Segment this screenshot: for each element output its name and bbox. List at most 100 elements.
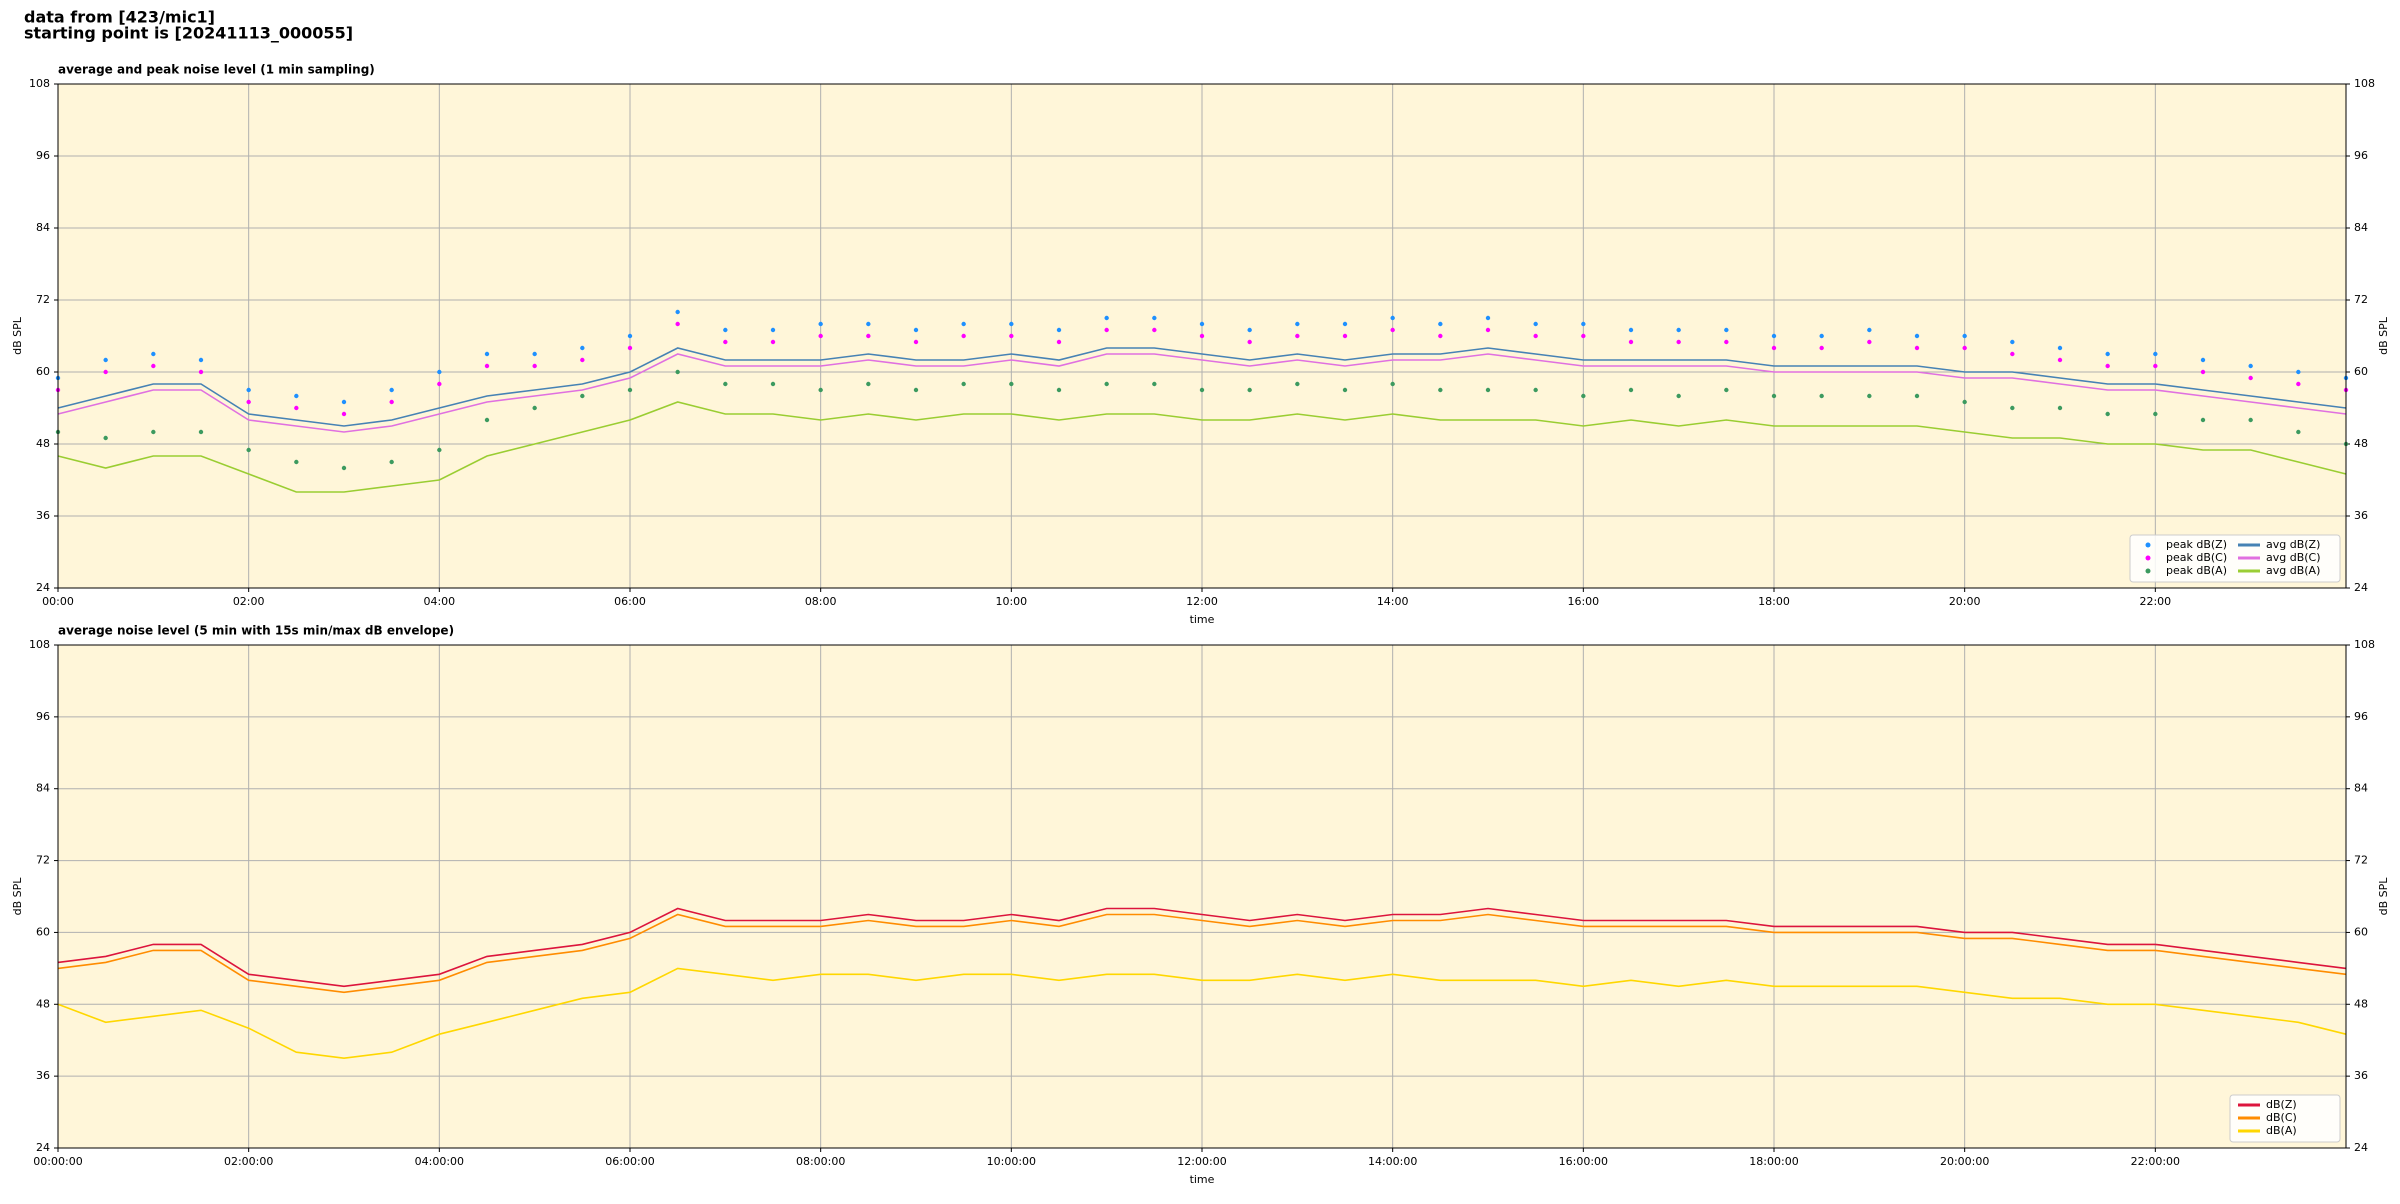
data-point bbox=[1724, 387, 1729, 393]
x-tick-label: 16:00:00 bbox=[1559, 1155, 1608, 1168]
header-line: starting point is [20241113_000055] bbox=[24, 24, 353, 43]
data-point bbox=[1438, 387, 1443, 393]
data-point bbox=[1247, 327, 1252, 333]
data-point bbox=[1676, 393, 1681, 399]
y-tick-label: 48 bbox=[36, 997, 50, 1010]
y-tick-label: 84 bbox=[36, 782, 50, 795]
data-point bbox=[580, 345, 585, 351]
data-point bbox=[103, 357, 108, 363]
y-tick-label: 48 bbox=[36, 437, 50, 450]
y-tick-label: 96 bbox=[2354, 149, 2368, 162]
x-tick-label: 18:00 bbox=[1758, 595, 1790, 608]
data-point bbox=[1485, 315, 1491, 321]
data-point bbox=[1056, 339, 1062, 345]
legend-label: avg dB(Z) bbox=[2266, 538, 2320, 551]
data-point bbox=[961, 333, 966, 339]
data-point bbox=[1962, 333, 1967, 339]
data-point bbox=[1771, 345, 1777, 351]
y-tick-label: 24 bbox=[2354, 1141, 2368, 1154]
y-tick-label: 24 bbox=[36, 1141, 50, 1154]
x-tick-label: 08:00 bbox=[805, 595, 837, 608]
data-point bbox=[1199, 387, 1205, 393]
y-tick-label: 84 bbox=[2354, 782, 2368, 795]
y-tick-label: 72 bbox=[2354, 293, 2368, 306]
data-point bbox=[2200, 417, 2206, 423]
data-point bbox=[1819, 345, 1824, 351]
data-point bbox=[1819, 393, 1824, 399]
data-point bbox=[1819, 333, 1824, 339]
data-point bbox=[198, 369, 204, 375]
plot-frame bbox=[57, 83, 2347, 589]
x-tick-label: 16:00 bbox=[1567, 595, 1599, 608]
data-point bbox=[1390, 381, 1395, 387]
data-point bbox=[675, 321, 680, 327]
data-point bbox=[1009, 321, 1014, 327]
data-point bbox=[532, 351, 537, 357]
data-point bbox=[1771, 393, 1777, 399]
x-tick-label: 04:00 bbox=[423, 595, 455, 608]
data-point bbox=[246, 399, 251, 405]
data-point bbox=[1914, 393, 1920, 399]
data-point bbox=[151, 429, 156, 435]
y-tick-label: 60 bbox=[36, 365, 50, 378]
x-tick-label: 12:00:00 bbox=[1177, 1155, 1226, 1168]
data-point bbox=[484, 351, 490, 357]
x-axis-label: time bbox=[1190, 1173, 1215, 1186]
y-tick-label: 24 bbox=[2354, 581, 2368, 594]
data-point bbox=[484, 417, 490, 423]
data-point bbox=[770, 381, 776, 387]
y-tick-label: 48 bbox=[2354, 437, 2368, 450]
y-tick-label: 36 bbox=[2354, 509, 2368, 522]
data-point bbox=[1104, 315, 1109, 321]
data-point bbox=[580, 393, 585, 399]
data-point bbox=[2153, 363, 2158, 369]
x-tick-label: 20:00:00 bbox=[1940, 1155, 1989, 1168]
data-point bbox=[389, 459, 394, 465]
data-point bbox=[1533, 321, 1538, 327]
data-point bbox=[2010, 405, 2015, 411]
x-tick-label: 20:00 bbox=[1949, 595, 1981, 608]
data-point bbox=[1056, 387, 1062, 393]
y-tick-label: 96 bbox=[36, 710, 50, 723]
data-point bbox=[1390, 315, 1395, 321]
plot-frame bbox=[57, 644, 2347, 1149]
x-tick-label: 22:00:00 bbox=[2131, 1155, 2180, 1168]
data-point bbox=[2105, 363, 2110, 369]
data-point bbox=[2200, 357, 2206, 363]
y-tick-label: 108 bbox=[29, 77, 50, 90]
data-line bbox=[57, 353, 2347, 433]
legend-label: dB(C) bbox=[2266, 1111, 2297, 1124]
chart-title: average and peak noise level (1 min samp… bbox=[58, 63, 375, 77]
data-point bbox=[866, 333, 871, 339]
legend-label: peak dB(A) bbox=[2166, 564, 2227, 577]
data-point bbox=[1295, 321, 1300, 327]
data-point bbox=[1438, 321, 1443, 327]
data-point bbox=[2153, 411, 2158, 417]
data-point bbox=[1867, 327, 1872, 333]
data-point bbox=[770, 327, 776, 333]
data-point bbox=[2010, 351, 2015, 357]
data-point bbox=[2010, 339, 2015, 345]
data-point bbox=[2296, 369, 2301, 375]
data-point bbox=[437, 447, 442, 453]
data-point bbox=[818, 387, 823, 393]
data-point bbox=[1533, 387, 1538, 393]
y-tick-label: 36 bbox=[2354, 1069, 2368, 1082]
x-tick-label: 14:00 bbox=[1377, 595, 1409, 608]
data-point bbox=[913, 339, 919, 345]
x-tick-label: 02:00 bbox=[233, 595, 265, 608]
data-point bbox=[103, 369, 108, 375]
data-point bbox=[198, 429, 204, 435]
x-tick-label: 18:00:00 bbox=[1749, 1155, 1798, 1168]
data-point bbox=[2057, 357, 2063, 363]
y-tick-label: 36 bbox=[36, 1069, 50, 1082]
data-point bbox=[1152, 315, 1157, 321]
data-point bbox=[1247, 387, 1252, 393]
y-tick-label: 72 bbox=[2354, 854, 2368, 867]
y-tick-label: 60 bbox=[2354, 365, 2368, 378]
x-tick-label: 14:00:00 bbox=[1368, 1155, 1417, 1168]
y-tick-label: 96 bbox=[2354, 710, 2368, 723]
legend bbox=[2129, 534, 2341, 583]
y-axis-label: dB SPL bbox=[2377, 316, 2390, 355]
